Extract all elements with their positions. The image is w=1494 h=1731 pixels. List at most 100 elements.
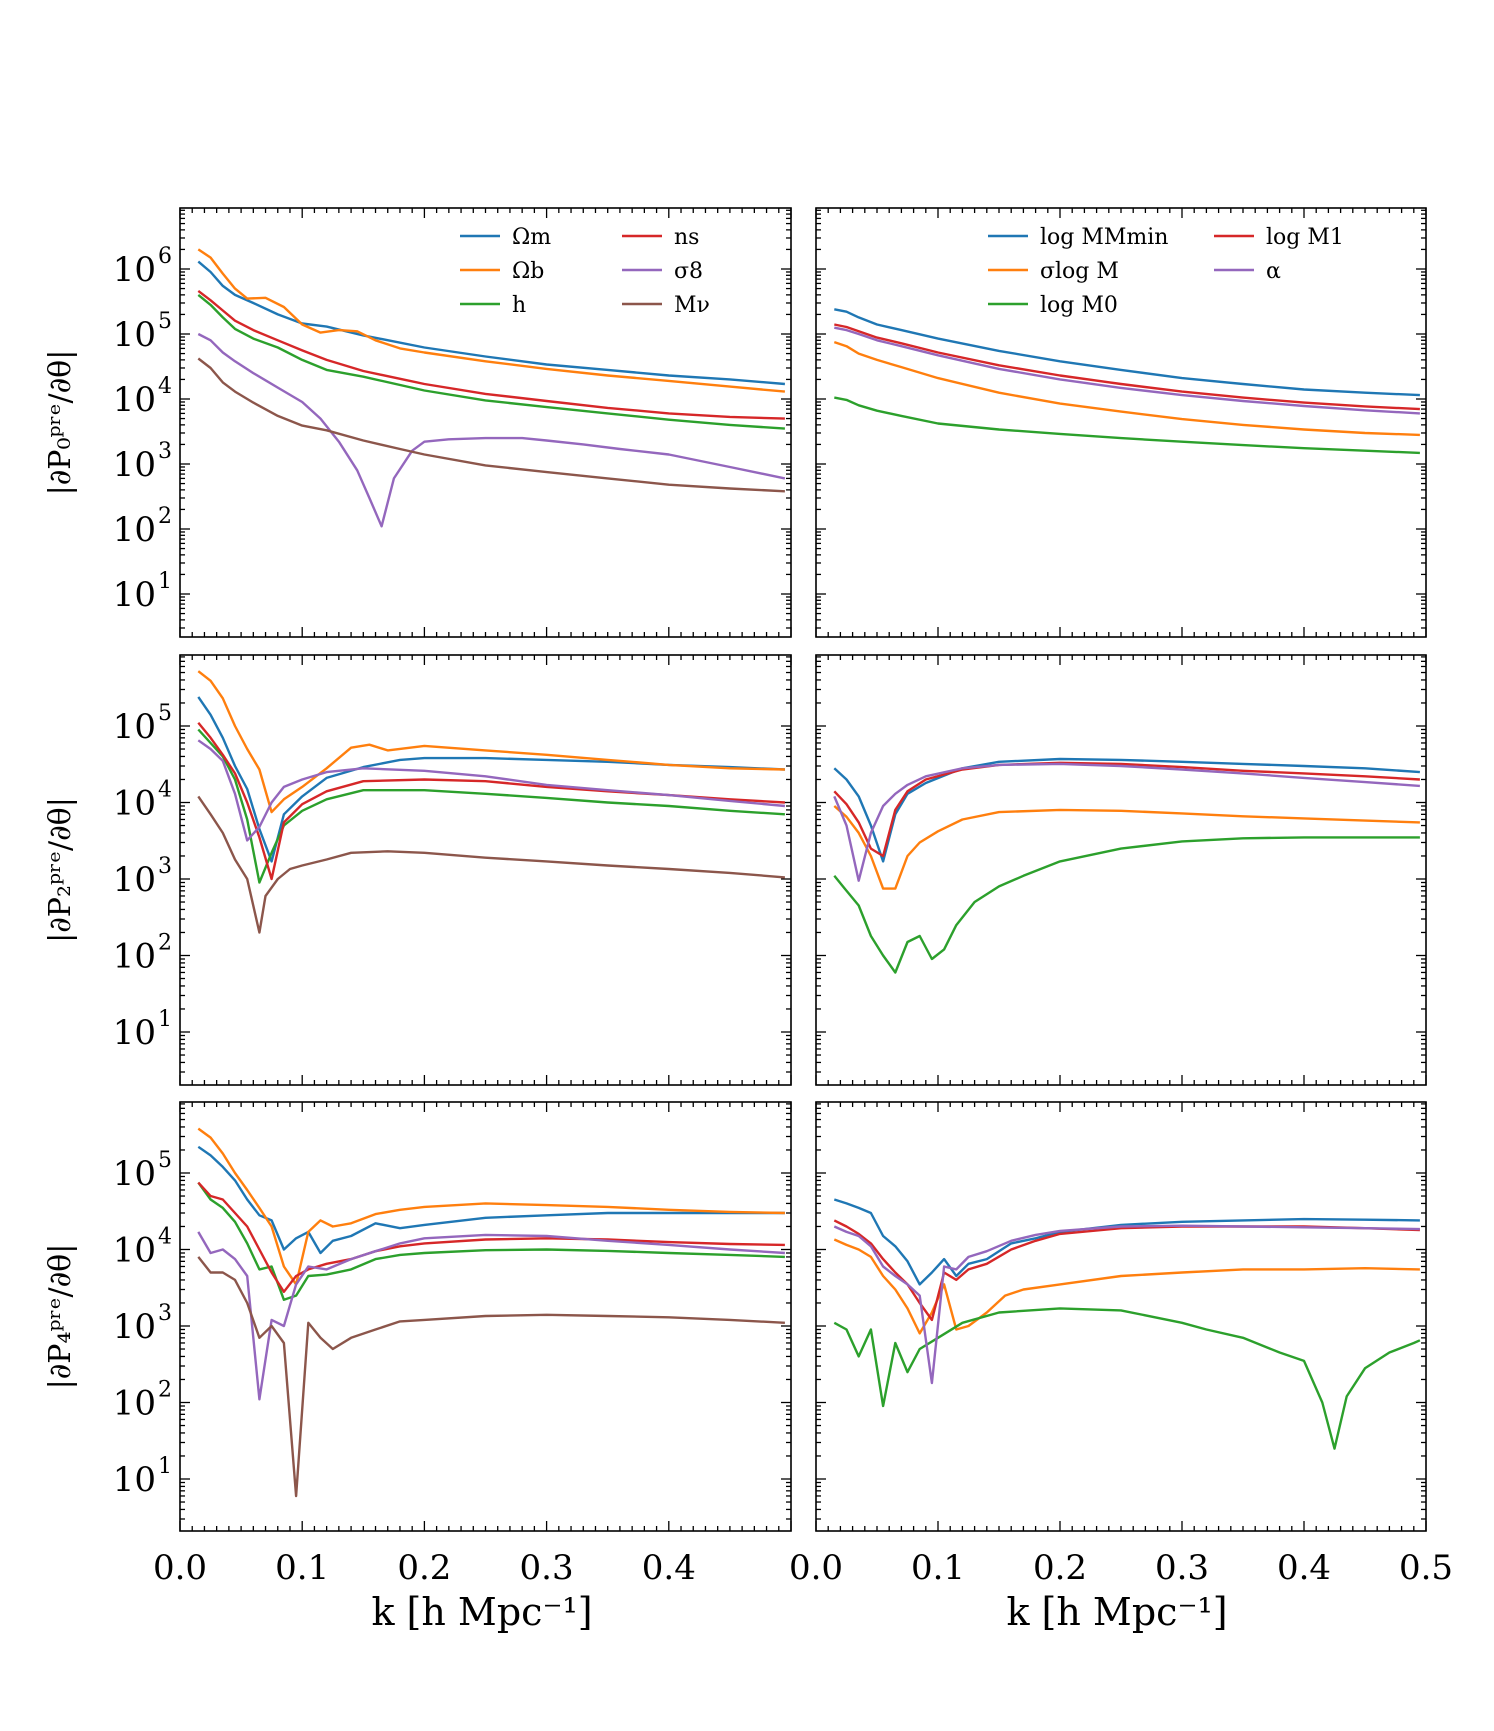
y-tick-label-exponent: 1 [158,569,172,594]
series-line-logm [833,340,1420,437]
y-tick-label-exponent: 3 [158,439,172,464]
panel-4 [815,654,1427,1086]
series-line-ns [197,289,785,420]
series-line-8 [197,332,786,528]
panel-6: 0.0 0.1 0.2 0.3 0.4 0.5 [789,1101,1453,1588]
y-axis-label: |∂P₂ᵖʳᵉ/∂θ| [43,797,78,943]
y-tick-label: 10 [113,445,156,485]
x-axis-label-left: k [h Mpc⁻¹] [371,1590,592,1634]
series-line-m [197,357,785,493]
legend-label: log MMmin [1040,225,1168,250]
series-line-m [197,795,785,934]
y-tick-label: 10 [113,707,156,747]
legend-label: σ8 [674,259,703,284]
legend-label: log M0 [1040,293,1118,318]
svg-text:|∂P₂ᵖʳᵉ/∂θ|: |∂P₂ᵖʳᵉ/∂θ| [43,797,78,943]
y-tick-label-exponent: 2 [158,931,172,956]
x-tick-label: 0.0 [153,1548,207,1588]
svg-text:|∂P₄ᵖʳᵉ/∂θ|: |∂P₄ᵖʳᵉ/∂θ| [43,1244,78,1390]
series-line-8 [197,739,786,842]
x-tick-label: 0.3 [1155,1548,1209,1588]
x-tick-label: 0.2 [1033,1548,1087,1588]
legend-label: Ωb [512,259,544,284]
series-line-b [197,670,785,814]
y-tick-label-exponent: 5 [158,1148,172,1173]
series-line-logm [833,1238,1420,1335]
series-line-logm1 [834,323,1420,411]
series-line- [833,1224,1420,1385]
x-tick-label: 0.3 [520,1548,574,1588]
y-tick-label-exponent: 1 [158,1007,172,1032]
legend-label: h [512,293,526,318]
legend-label: σlog M [1040,259,1119,284]
y-tick-label: 10 [113,784,156,824]
x-tick-label: 0.1 [911,1548,965,1588]
y-axis-label: |∂P₀ᵖʳᵉ/∂θ| [43,350,78,496]
x-tick-label: 0.4 [1277,1548,1331,1588]
legend: Ωm Ωb h ns σ8 Mν [460,225,710,318]
panel-2: log MMmin σlog M log M0 log M1 α [815,207,1427,638]
x-tick-label: 0.0 [789,1548,843,1588]
y-axis-label: |∂P₄ᵖʳᵉ/∂θ| [43,1244,78,1390]
y-tick-label: 10 [113,1307,156,1347]
x-tick-label: 0.4 [642,1548,696,1588]
legend: log MMmin σlog M log M0 log M1 α [988,225,1344,318]
plot-frame [179,207,792,638]
plot-frame [815,654,1427,1086]
series-line-logm0 [833,1307,1421,1450]
y-tick-label-exponent: 3 [158,854,172,879]
plot-frame [179,1101,792,1532]
plot-frame [815,1101,1427,1532]
series-line-h [197,293,785,430]
y-tick-label: 10 [113,937,156,977]
series-line-logm [833,805,1420,890]
series-line-b [197,248,786,393]
legend-label: log M1 [1266,225,1344,250]
series-line-logm0 [834,396,1420,455]
y-tick-label: 10 [113,1384,156,1424]
y-tick-label: 10 [113,1460,156,1500]
y-tick-label-exponent: 1 [158,1454,172,1479]
series-line-logm0 [833,836,1420,974]
y-tick-label: 10 [113,1013,156,1053]
series-line-h [197,728,785,884]
plot-frame [815,207,1427,638]
series-line-m [197,1256,785,1498]
svg-text:|∂P₀ᵖʳᵉ/∂θ|: |∂P₀ᵖʳᵉ/∂θ| [43,350,78,496]
y-tick-label: 10 [113,575,156,615]
series-line-b [197,1127,785,1286]
series-line-logmmmin [834,308,1420,397]
y-tick-label-exponent: 5 [158,701,172,726]
y-tick-label: 10 [113,250,156,290]
series-line-8 [197,1231,785,1401]
legend-label: α [1266,259,1281,284]
series-line- [833,762,1420,882]
y-tick-label: 10 [113,860,156,900]
legend-label: Mν [674,293,710,318]
y-tick-label: 10 [113,510,156,550]
series-line- [834,326,1420,415]
y-tick-label-exponent: 4 [158,1225,172,1250]
y-tick-label-exponent: 4 [158,778,172,803]
x-tick-label: 0.2 [397,1548,451,1588]
y-tick-label: 10 [113,1231,156,1271]
series-line-h [197,1181,785,1302]
series-line-m [197,696,785,863]
legend-label: Ωm [512,225,551,250]
y-tick-label-exponent: 2 [158,1378,172,1403]
y-tick-label: 10 [113,380,156,420]
y-tick-label-exponent: 5 [158,309,172,334]
y-tick-label-exponent: 2 [158,504,172,529]
y-tick-label-exponent: 6 [158,244,172,269]
x-tick-label: 0.1 [275,1548,329,1588]
x-axis-label-right: k [h Mpc⁻¹] [1006,1590,1227,1634]
series-line-m [197,1145,785,1255]
y-tick-label: 10 [113,1154,156,1194]
plot-frame [179,654,792,1086]
y-tick-label-exponent: 4 [158,374,172,399]
y-tick-label: 10 [113,315,156,355]
